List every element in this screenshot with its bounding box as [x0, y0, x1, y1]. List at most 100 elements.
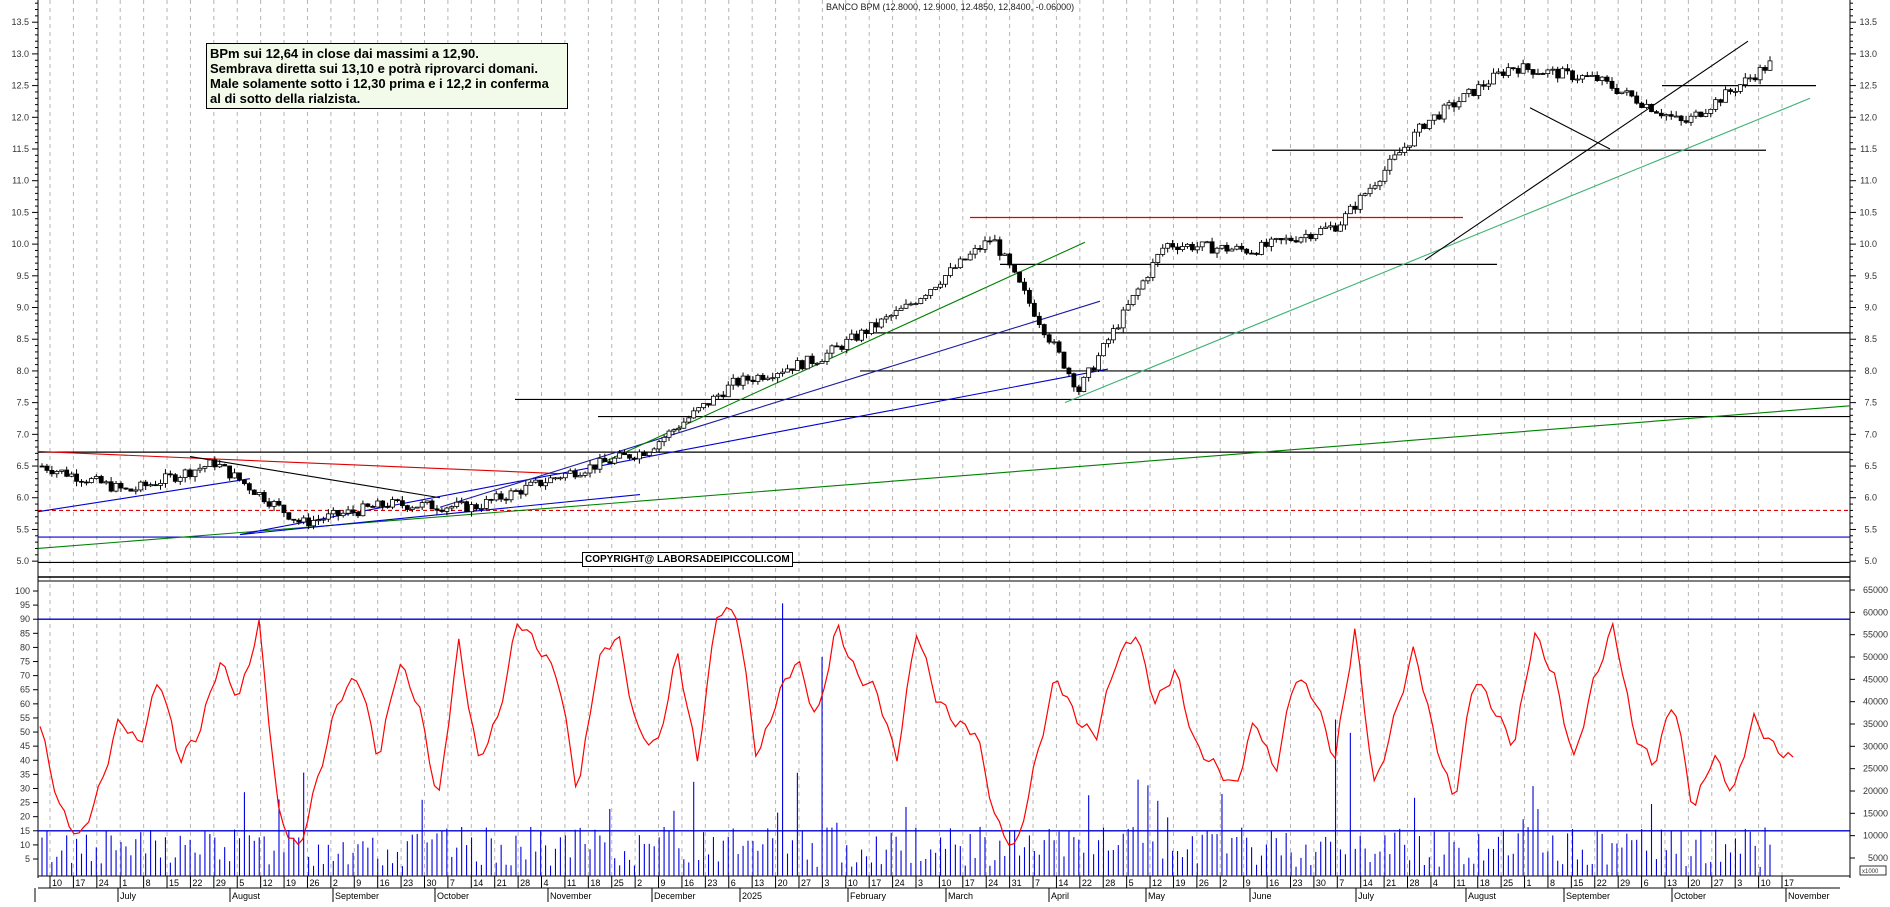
- svg-text:27: 27: [1714, 878, 1724, 888]
- svg-text:15000: 15000: [1863, 808, 1888, 818]
- svg-text:8: 8: [146, 878, 151, 888]
- svg-text:7: 7: [1339, 878, 1344, 888]
- svg-text:23: 23: [707, 878, 717, 888]
- svg-text:20: 20: [20, 812, 30, 822]
- svg-text:22: 22: [192, 878, 202, 888]
- svg-text:6.0: 6.0: [1864, 493, 1877, 503]
- svg-text:9.5: 9.5: [16, 271, 29, 281]
- svg-text:12: 12: [1152, 878, 1162, 888]
- svg-text:August: August: [1468, 891, 1497, 901]
- svg-text:7: 7: [1035, 878, 1040, 888]
- svg-text:9.5: 9.5: [1864, 271, 1877, 281]
- svg-text:30: 30: [20, 783, 30, 793]
- svg-text:24: 24: [895, 878, 905, 888]
- svg-text:95: 95: [20, 600, 30, 610]
- svg-text:12: 12: [263, 878, 273, 888]
- svg-text:9.0: 9.0: [1864, 303, 1877, 313]
- svg-text:19: 19: [1175, 878, 1185, 888]
- svg-text:18: 18: [590, 878, 600, 888]
- annotation-line: BPm sui 12,64 in close dai massimi a 12,…: [210, 46, 479, 61]
- svg-text:12.0: 12.0: [11, 112, 29, 122]
- svg-text:5.5: 5.5: [1864, 524, 1877, 534]
- svg-text:9.0: 9.0: [16, 303, 29, 313]
- svg-text:29: 29: [216, 878, 226, 888]
- svg-text:11.0: 11.0: [12, 176, 29, 186]
- svg-text:28: 28: [1105, 878, 1115, 888]
- svg-text:2: 2: [1222, 878, 1227, 888]
- copyright-label: COPYRIGHT@ LABORSADEIPICCOLI.COM: [582, 552, 793, 567]
- svg-text:10000: 10000: [1863, 831, 1888, 841]
- svg-text:June: June: [1252, 891, 1272, 901]
- svg-text:6: 6: [1644, 878, 1649, 888]
- svg-text:2: 2: [637, 878, 642, 888]
- svg-text:17: 17: [871, 878, 881, 888]
- svg-text:40000: 40000: [1863, 697, 1888, 707]
- svg-text:4: 4: [1433, 878, 1438, 888]
- svg-text:13: 13: [1667, 878, 1677, 888]
- svg-text:9: 9: [1246, 878, 1251, 888]
- svg-text:10.0: 10.0: [1859, 239, 1877, 249]
- svg-text:October: October: [437, 891, 469, 901]
- svg-text:September: September: [335, 891, 379, 901]
- svg-text:July: July: [120, 891, 137, 901]
- svg-text:9: 9: [661, 878, 666, 888]
- svg-text:60: 60: [20, 699, 30, 709]
- svg-text:26: 26: [309, 878, 319, 888]
- svg-text:17: 17: [1784, 878, 1794, 888]
- svg-text:23: 23: [403, 878, 413, 888]
- svg-text:x1000: x1000: [1862, 869, 1879, 875]
- svg-text:80: 80: [20, 642, 30, 652]
- svg-text:13.0: 13.0: [11, 49, 29, 59]
- svg-text:5.0: 5.0: [1864, 556, 1877, 566]
- svg-text:1: 1: [1527, 878, 1532, 888]
- svg-text:18: 18: [1480, 878, 1490, 888]
- svg-text:10.5: 10.5: [1859, 207, 1877, 217]
- svg-text:20000: 20000: [1863, 786, 1888, 796]
- svg-text:April: April: [1051, 891, 1069, 901]
- svg-text:10: 10: [941, 878, 951, 888]
- svg-text:11.0: 11.0: [1860, 176, 1877, 186]
- svg-text:25000: 25000: [1863, 764, 1888, 774]
- svg-text:90: 90: [20, 614, 30, 624]
- svg-text:5.0: 5.0: [16, 556, 29, 566]
- svg-text:55: 55: [20, 713, 30, 723]
- svg-text:13: 13: [754, 878, 764, 888]
- svg-text:December: December: [654, 891, 696, 901]
- svg-text:16: 16: [1269, 878, 1279, 888]
- svg-text:35: 35: [20, 769, 30, 779]
- svg-text:21: 21: [497, 878, 507, 888]
- svg-text:24: 24: [99, 878, 109, 888]
- svg-text:16: 16: [380, 878, 390, 888]
- svg-text:26: 26: [1199, 878, 1209, 888]
- svg-text:100: 100: [15, 586, 30, 596]
- annotation-box: BPm sui 12,64 in close dai massimi a 12,…: [206, 43, 568, 109]
- svg-text:May: May: [1148, 891, 1166, 901]
- svg-text:11: 11: [567, 878, 576, 888]
- svg-text:September: September: [1566, 891, 1610, 901]
- svg-text:7.0: 7.0: [16, 429, 29, 439]
- svg-text:29: 29: [1620, 878, 1630, 888]
- svg-text:8.0: 8.0: [16, 366, 29, 376]
- svg-text:28: 28: [1410, 878, 1420, 888]
- svg-text:27: 27: [801, 878, 811, 888]
- svg-text:8: 8: [1550, 878, 1555, 888]
- svg-text:28: 28: [520, 878, 530, 888]
- svg-text:6: 6: [731, 878, 736, 888]
- svg-text:45: 45: [20, 741, 30, 751]
- svg-text:70: 70: [20, 671, 30, 681]
- svg-text:50000: 50000: [1863, 652, 1888, 662]
- svg-text:75: 75: [20, 657, 30, 667]
- svg-text:4: 4: [544, 878, 549, 888]
- svg-text:10: 10: [848, 878, 858, 888]
- svg-text:23: 23: [1292, 878, 1302, 888]
- svg-text:14: 14: [1058, 878, 1068, 888]
- svg-text:25: 25: [1503, 878, 1513, 888]
- svg-text:60000: 60000: [1863, 607, 1888, 617]
- svg-text:14: 14: [1363, 878, 1373, 888]
- svg-text:15: 15: [20, 826, 30, 836]
- svg-text:30: 30: [1316, 878, 1326, 888]
- svg-text:30000: 30000: [1863, 741, 1888, 751]
- svg-text:3: 3: [1737, 878, 1742, 888]
